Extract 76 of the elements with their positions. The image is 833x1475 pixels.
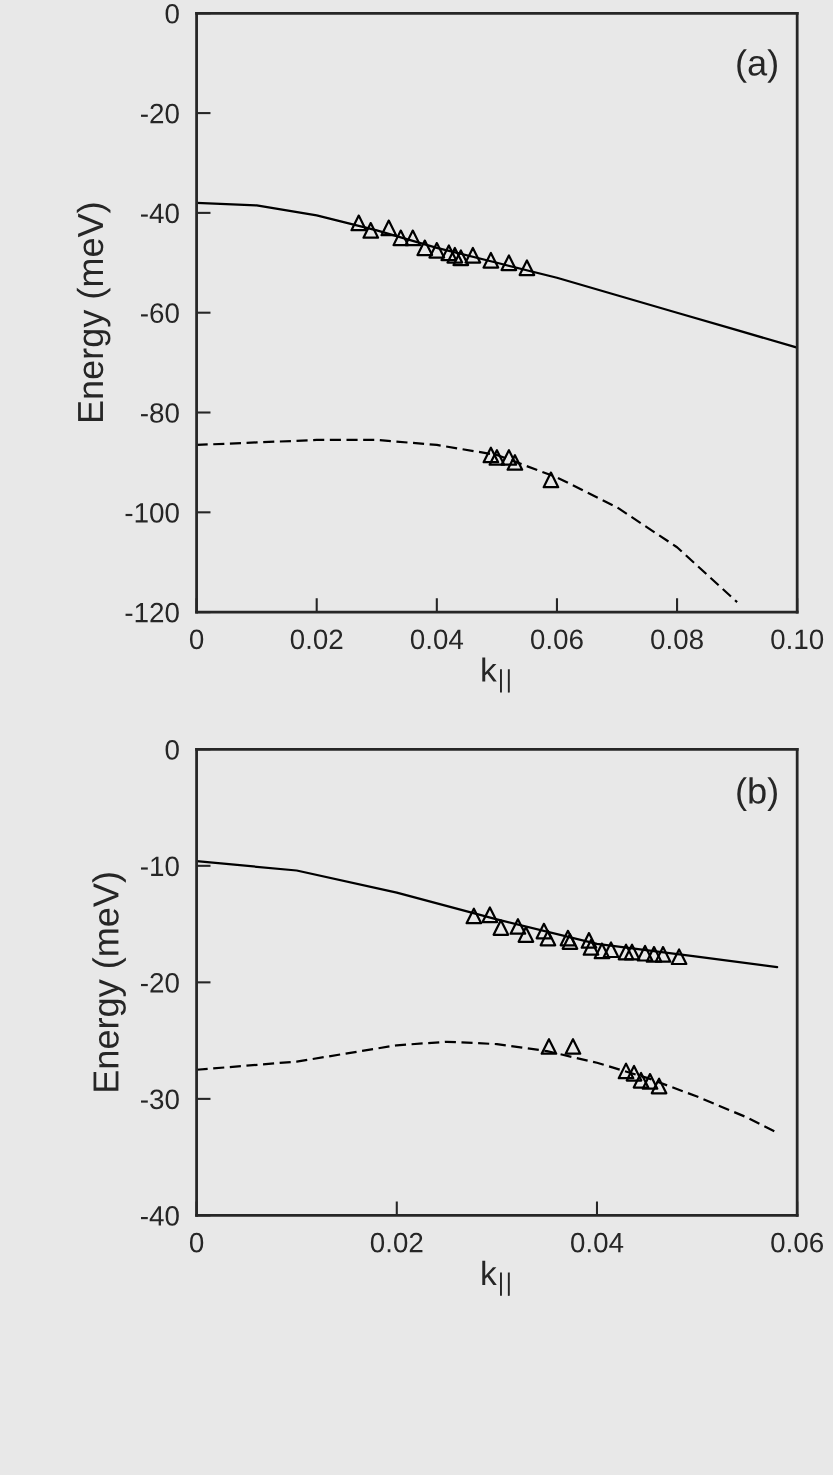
point — [452, 249, 470, 267]
x-tick-label: 0.02 — [370, 1232, 423, 1253]
point — [632, 1071, 650, 1089]
point — [350, 214, 368, 232]
point — [636, 944, 654, 962]
x-tick-label: 0.02 — [290, 629, 343, 650]
y-tick-label: 0 — [165, 739, 179, 760]
x-tick-label: 0.10 — [771, 629, 824, 650]
x-tick-label: 0 — [189, 629, 204, 650]
y-tick-label: -80 — [141, 403, 179, 423]
y-tick-label: -60 — [141, 303, 179, 324]
point — [623, 943, 641, 961]
x-tick-label: 0.06 — [771, 1232, 823, 1253]
point — [509, 918, 527, 935]
point — [602, 941, 620, 959]
point — [482, 251, 500, 269]
point — [380, 219, 398, 237]
point — [465, 907, 483, 925]
point — [617, 943, 635, 961]
point — [404, 229, 422, 247]
x-tick-label: 0.04 — [410, 629, 464, 650]
point — [645, 945, 663, 963]
point — [446, 246, 464, 264]
point — [650, 1077, 668, 1095]
point — [482, 446, 500, 464]
point — [641, 1073, 659, 1090]
point — [481, 906, 499, 924]
annotation: (b) — [737, 777, 777, 811]
point — [488, 449, 506, 466]
point — [580, 932, 598, 949]
point — [539, 929, 557, 947]
annotation: (a) — [737, 49, 777, 83]
y-axis-title: Energy (meV) — [76, 203, 111, 422]
point — [593, 942, 611, 960]
y-tick-label: -20 — [141, 973, 179, 993]
y-axis-title: Energy (meV) — [92, 873, 126, 1091]
point — [506, 454, 524, 471]
line-series — [196, 438, 739, 604]
point — [464, 246, 482, 264]
point — [559, 929, 577, 947]
y-tick-label: -30 — [141, 1089, 179, 1110]
point — [518, 259, 536, 277]
point — [517, 926, 535, 943]
point — [535, 922, 553, 940]
y-tick-label: -100 — [125, 502, 179, 523]
point — [654, 945, 672, 963]
y-tick-label: -40 — [141, 1206, 179, 1226]
y-tick-label: 0 — [165, 3, 179, 24]
x-axis-title: k$_{||}$ — [482, 657, 510, 693]
point — [362, 221, 380, 239]
x-axis-title: k$_{||}$ — [482, 1260, 510, 1296]
point — [617, 1062, 635, 1080]
y-tick-label: -40 — [141, 203, 179, 224]
line-series — [196, 860, 779, 969]
y-tick-label: -10 — [141, 856, 179, 877]
point — [492, 919, 510, 936]
point — [500, 254, 518, 272]
point — [392, 229, 410, 247]
point — [416, 239, 434, 257]
point — [670, 948, 688, 966]
point — [542, 471, 560, 489]
point — [582, 939, 600, 956]
x-tick-label: 0.06 — [531, 629, 583, 650]
point — [540, 1038, 558, 1055]
x-tick-label: 0 — [189, 1232, 204, 1253]
point — [564, 1038, 582, 1055]
y-tick-label: -120 — [125, 602, 179, 623]
point — [500, 449, 518, 466]
point — [625, 1064, 643, 1082]
x-tick-label: 0.08 — [651, 629, 703, 650]
y-tick-label: -20 — [141, 103, 179, 124]
point — [440, 244, 458, 262]
point — [428, 241, 446, 259]
line-series — [196, 201, 798, 349]
x-tick-label: 0.04 — [571, 1232, 624, 1253]
point — [561, 933, 579, 950]
